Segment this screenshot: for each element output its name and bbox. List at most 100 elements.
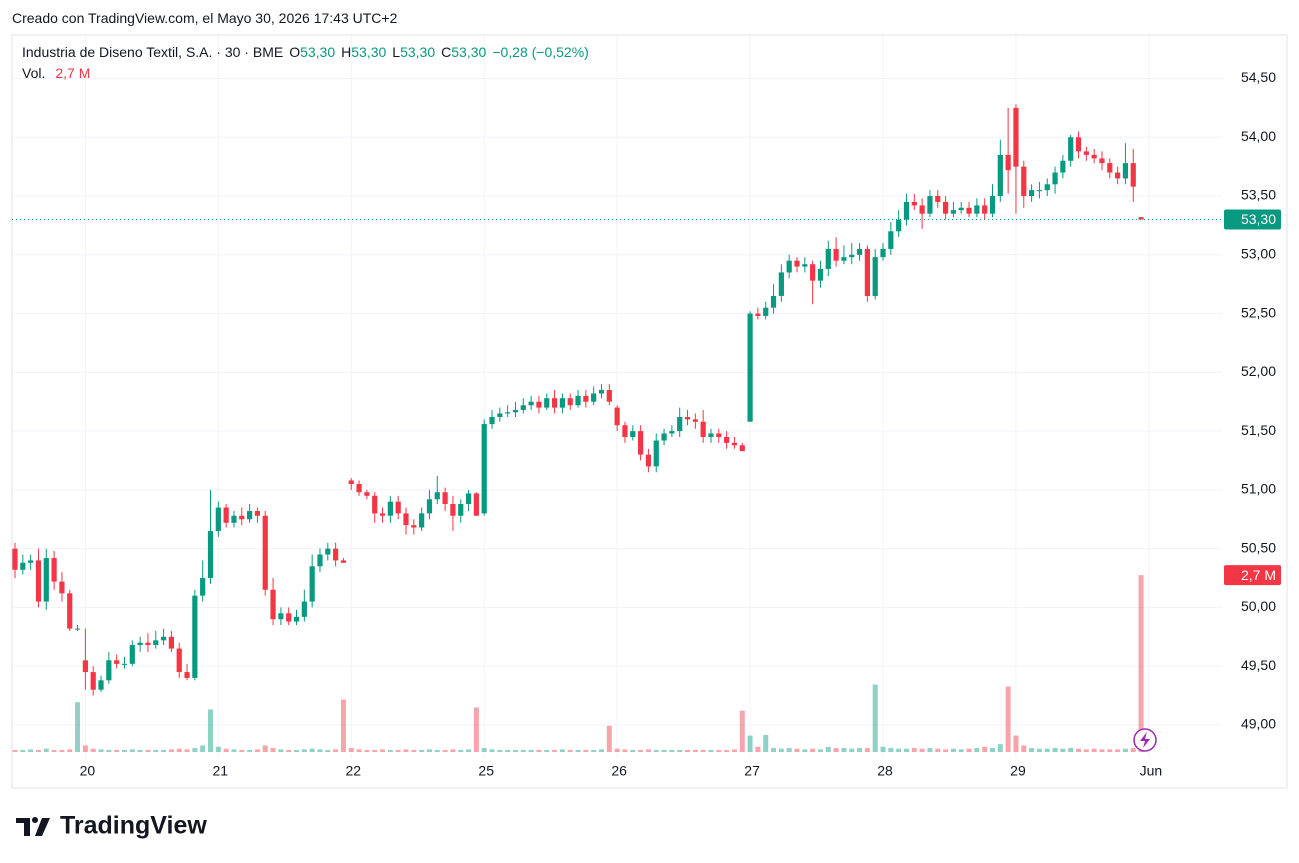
candle-body: [20, 562, 26, 570]
x-tick-label: 26: [611, 763, 627, 779]
volume-bar: [121, 750, 127, 752]
candle-body: [536, 401, 542, 408]
volume-bar: [1083, 749, 1089, 752]
volume-bar: [82, 745, 88, 752]
volume-bar: [794, 748, 800, 752]
created-note: Creado con TradingView.com, el Mayo 30, …: [12, 10, 398, 26]
candle-body: [387, 501, 393, 516]
y-tick-label: 50,00: [1241, 598, 1276, 614]
candle-body: [708, 433, 714, 437]
candle-body: [317, 554, 323, 567]
candle-body: [364, 492, 370, 496]
volume-bar: [747, 735, 753, 752]
volume-bar: [716, 750, 722, 752]
candle-body: [505, 412, 511, 414]
candle-body: [309, 566, 315, 602]
volume-bar: [489, 749, 495, 752]
candle-body: [755, 313, 761, 316]
volume-bar: [442, 750, 448, 752]
candle-body: [935, 196, 941, 202]
candle-body: [465, 493, 472, 504]
volume-bar: [927, 748, 933, 752]
x-tick-label: 28: [877, 763, 893, 779]
candle-body: [864, 248, 870, 296]
candle-body: [489, 417, 495, 425]
candle-body: [716, 433, 722, 437]
volume-bar: [1013, 735, 1019, 752]
volume-label-box: [1224, 565, 1281, 586]
candle-body: [207, 531, 214, 579]
candle-body: [114, 660, 120, 664]
volume-bar: [864, 748, 870, 752]
candle-body: [731, 442, 738, 446]
volume-bar: [215, 746, 221, 752]
candle-body: [1083, 151, 1089, 155]
volume-bar: [911, 748, 917, 752]
candle-body: [262, 515, 268, 590]
candle-body: [379, 513, 386, 516]
candle-body: [82, 660, 88, 673]
x-tick-label: 21: [213, 763, 229, 779]
axis-layer: 49,00 49,50 50,00 50,50 51,00 51,50 52,00 52,50…: [12, 69, 1281, 779]
x-tick-label: 27: [744, 763, 760, 779]
candle-body: [74, 628, 81, 630]
candle-body: [1005, 154, 1011, 171]
volume-bar: [387, 750, 393, 752]
candle-body: [1115, 172, 1121, 179]
volume-bar: [857, 748, 863, 752]
volume-bar: [137, 750, 143, 752]
candle-body: [426, 499, 433, 514]
volume-bar: [356, 749, 362, 752]
volume-bar: [1099, 749, 1105, 752]
candle-body: [645, 454, 652, 467]
volume-bar: [481, 748, 487, 752]
candle-body: [1036, 190, 1043, 192]
candle-body: [301, 601, 307, 617]
volume-bar: [1076, 748, 1082, 752]
volume-bar: [825, 746, 831, 752]
candle-body: [512, 409, 519, 413]
candle-body: [692, 419, 698, 422]
volume-bar: [763, 734, 769, 752]
candle-layer: [12, 104, 1144, 696]
candle-body: [247, 511, 253, 520]
candle-body: [106, 660, 112, 681]
event-bolt[interactable]: [1140, 732, 1150, 748]
candle-body: [903, 201, 910, 220]
ohlc-item: L53,30: [392, 44, 435, 60]
y-tick-label: 52,00: [1241, 363, 1276, 379]
volume-bar: [254, 749, 260, 752]
ohlc-key: L: [392, 44, 401, 60]
volume-bar: [317, 749, 323, 752]
volume-bar: [208, 709, 213, 752]
event-icon[interactable]: [1133, 728, 1157, 752]
candle-body: [982, 205, 988, 214]
candle-body: [606, 389, 612, 402]
candle-body: [630, 431, 636, 437]
y-tick-label: 49,50: [1241, 657, 1276, 673]
volume-bar: [168, 749, 174, 752]
volume-bar: [294, 750, 300, 752]
candle-body: [786, 260, 792, 273]
volume-bar: [333, 749, 339, 752]
volume-bar: [888, 748, 894, 752]
volume-bar: [622, 749, 628, 752]
candle-body: [700, 421, 706, 437]
candle-body: [356, 484, 362, 493]
volume-legend: Vol. 2,7 M: [22, 65, 90, 81]
candle-body: [160, 636, 167, 641]
candle-body: [724, 436, 730, 443]
candle-body: [270, 589, 276, 620]
candle-body: [12, 548, 18, 570]
volume-bar: [802, 749, 808, 752]
volume-layer: [12, 575, 1144, 752]
volume-bar: [599, 749, 604, 752]
volume-bar: [724, 750, 730, 752]
candle-body: [239, 515, 245, 520]
candle-body: [59, 581, 65, 594]
volume-bar: [935, 748, 941, 752]
candle-body: [286, 613, 292, 622]
volume-bar: [903, 748, 909, 752]
candle-body: [145, 642, 151, 646]
ohlc-key: O: [289, 44, 301, 60]
